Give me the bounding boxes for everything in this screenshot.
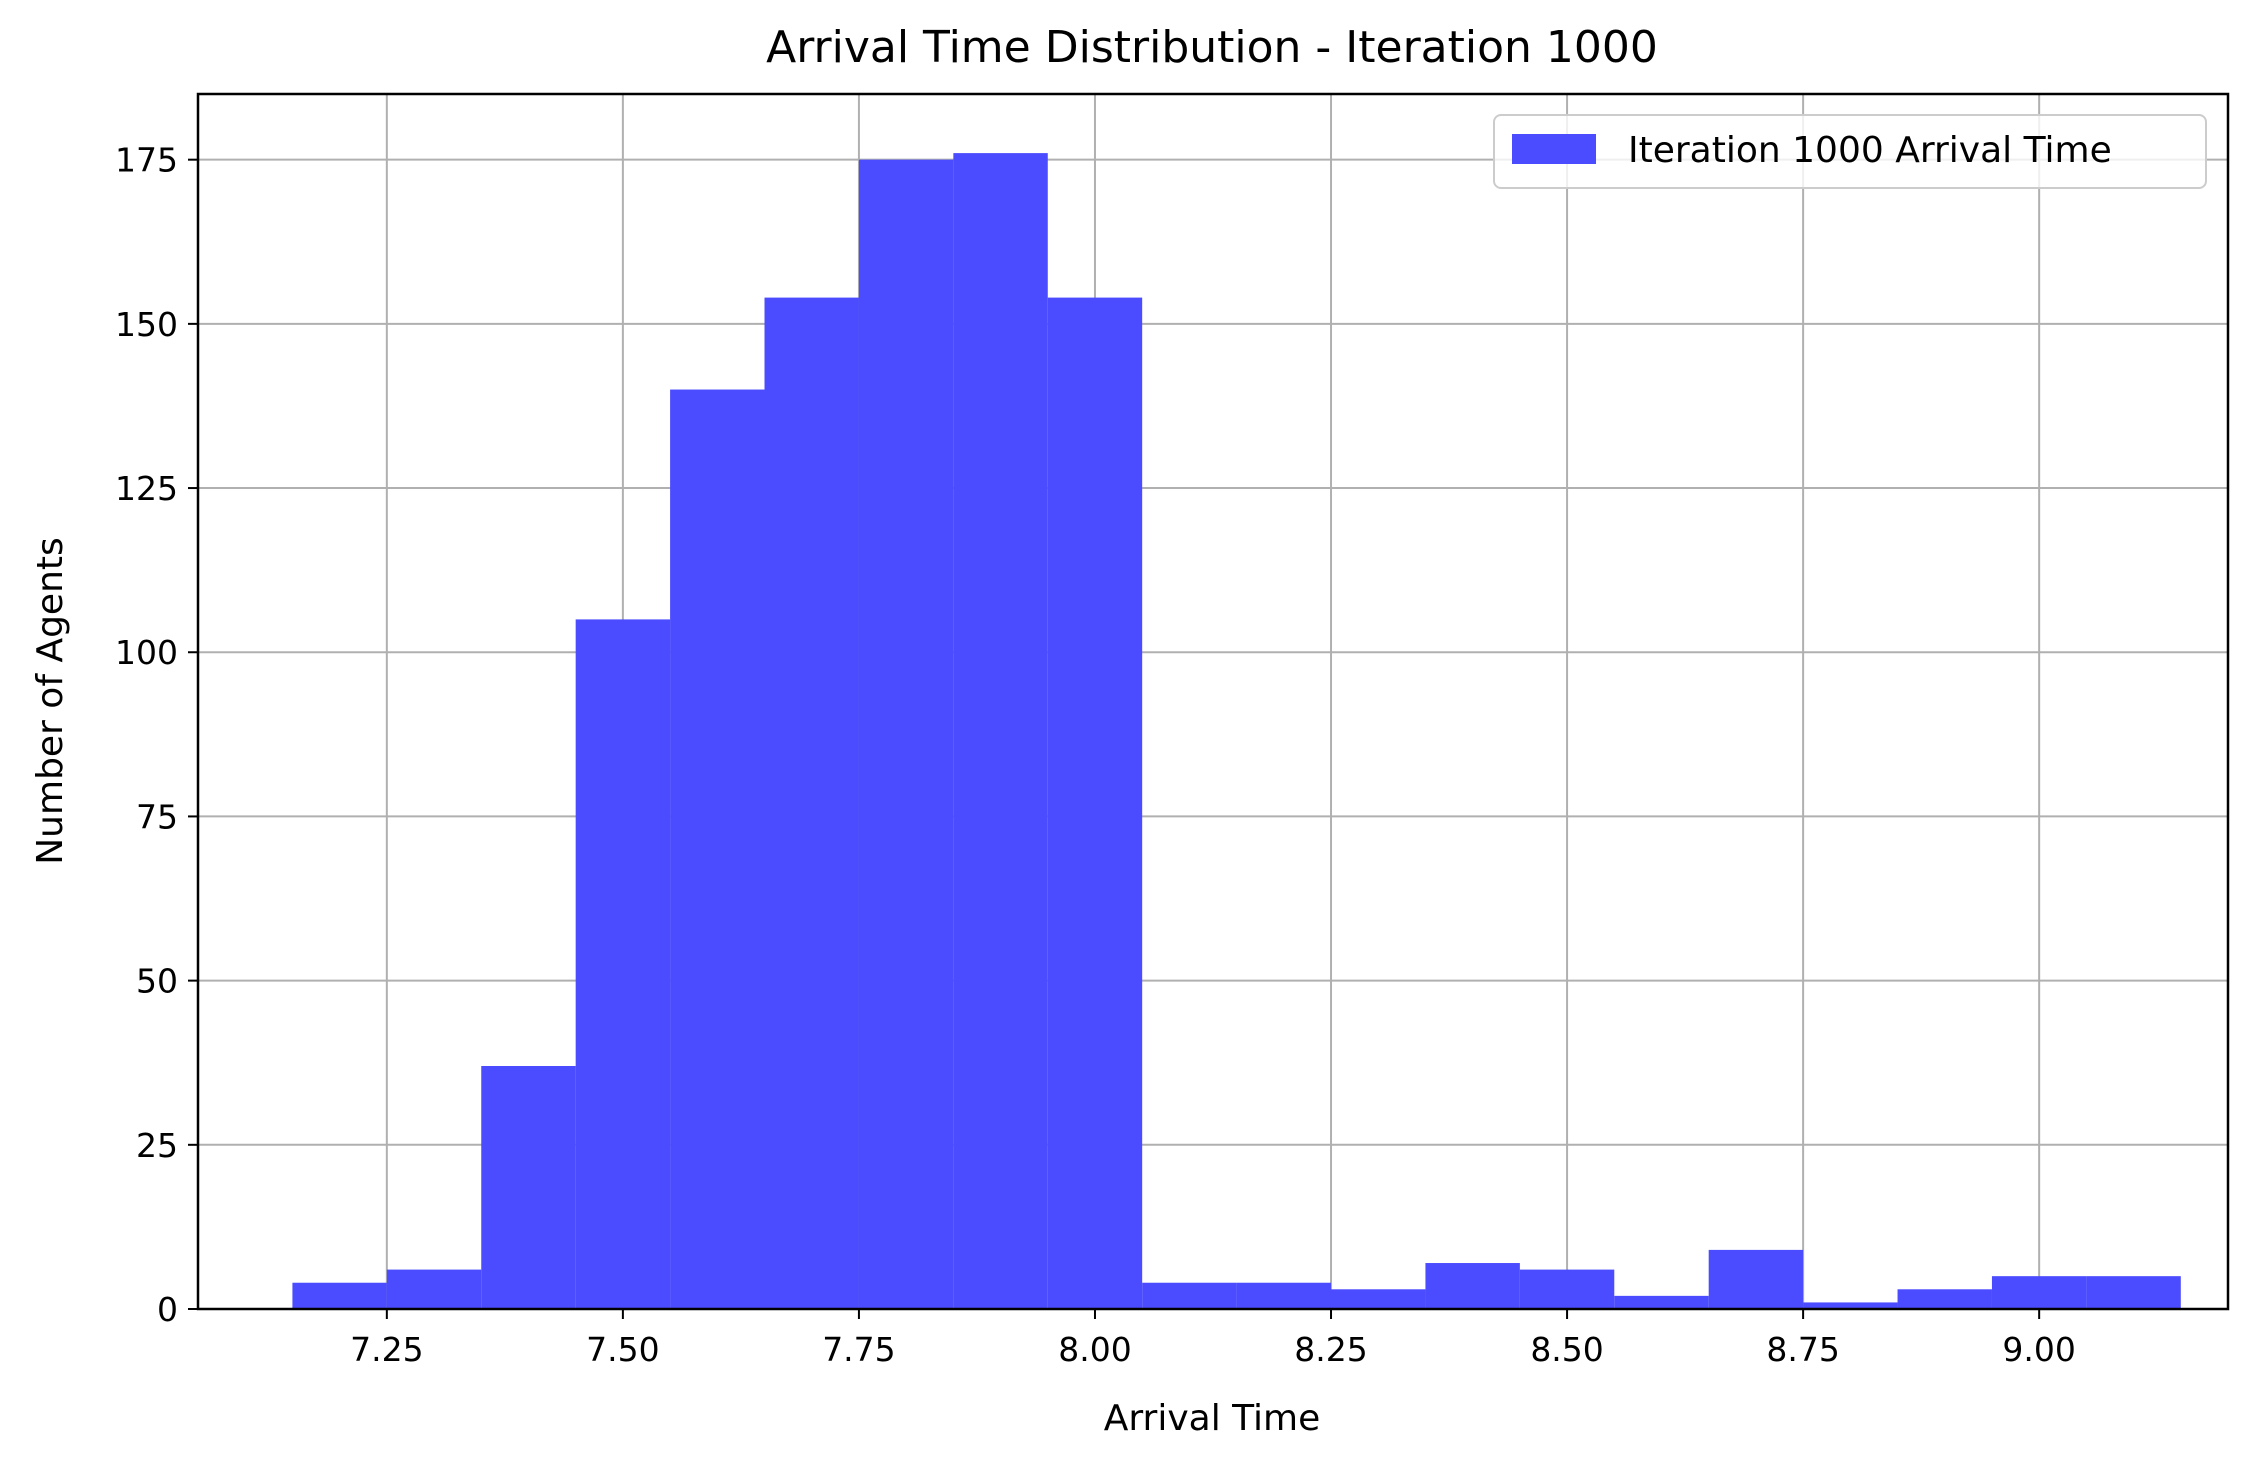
histogram-bar <box>1897 1289 1992 1309</box>
x-tick-label: 8.75 <box>1766 1330 1839 1369</box>
histogram-bar <box>1425 1263 1520 1309</box>
legend-label: Iteration 1000 Arrival Time <box>1628 130 2112 171</box>
y-axis-ticks: 0 25 50 75 100 125 150 175 <box>115 141 198 1329</box>
histogram-bar <box>1708 1249 1804 1309</box>
histogram-bar <box>481 1066 576 1309</box>
histogram-bar <box>1047 297 1143 1309</box>
histogram-bar <box>575 619 671 1309</box>
histogram-bar <box>953 153 1048 1309</box>
histogram-bar <box>1803 1302 1898 1309</box>
histogram-bars <box>292 153 2181 1310</box>
x-tick-label: 8.50 <box>1530 1330 1603 1369</box>
histogram-bar <box>1236 1282 1332 1309</box>
chart-title: Arrival Time Distribution - Iteration 10… <box>766 22 1658 73</box>
y-tick-label: 150 <box>115 305 178 344</box>
legend-swatch <box>1512 134 1596 164</box>
y-tick-label: 25 <box>136 1126 178 1165</box>
y-tick-label: 0 <box>157 1290 178 1329</box>
histogram-bar <box>386 1269 482 1309</box>
x-tick-label: 9.00 <box>2002 1330 2075 1369</box>
legend: Iteration 1000 Arrival Time <box>1493 114 2207 189</box>
histogram-bar <box>1519 1269 1615 1309</box>
x-tick-label: 7.50 <box>586 1330 659 1369</box>
histogram-bar <box>1142 1282 1237 1309</box>
histogram-bar <box>1614 1295 1709 1309</box>
histogram-bar <box>764 297 859 1309</box>
x-tick-label: 7.75 <box>822 1330 895 1369</box>
x-axis-ticks: 7.25 7.50 7.75 8.00 8.25 8.50 8.75 9.00 <box>350 1309 2076 1369</box>
y-tick-label: 100 <box>115 633 178 672</box>
y-tick-label: 50 <box>136 962 178 1001</box>
histogram-bar <box>858 159 954 1310</box>
histogram-bar <box>670 389 765 1309</box>
y-tick-label: 75 <box>136 797 178 836</box>
histogram-bar <box>1331 1289 1426 1309</box>
legend-box <box>1493 114 2207 189</box>
x-tick-label: 7.25 <box>350 1330 423 1369</box>
plot-frame <box>196 92 2230 1311</box>
x-axis-label: Arrival Time <box>1104 1398 1321 1439</box>
x-tick-label: 8.00 <box>1058 1330 1131 1369</box>
histogram-bar <box>292 1282 387 1309</box>
y-axis-label: Number of Agents <box>30 537 71 865</box>
x-tick-label: 8.25 <box>1294 1330 1367 1369</box>
y-tick-label: 175 <box>115 141 178 180</box>
histogram-bar <box>1991 1276 2087 1309</box>
y-tick-label: 125 <box>115 469 178 508</box>
histogram-bar <box>2086 1276 2181 1309</box>
